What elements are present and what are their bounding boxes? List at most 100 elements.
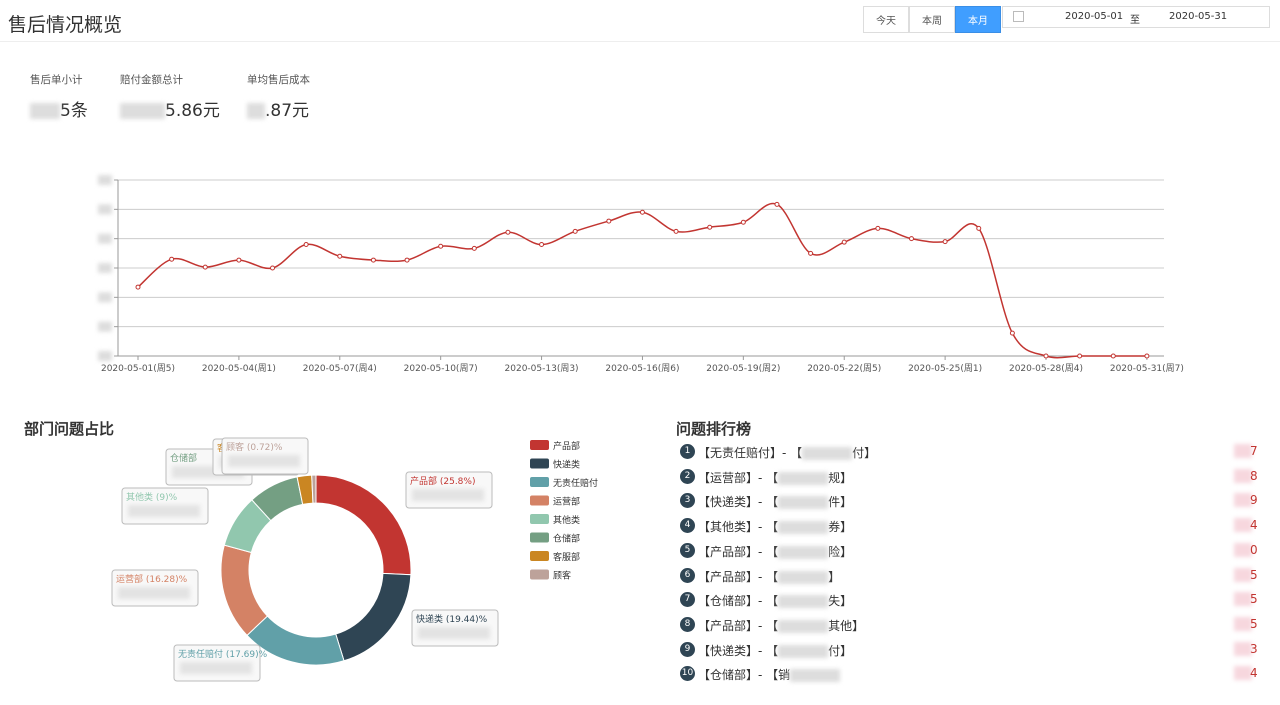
redaction [778,496,829,510]
rank-suffix: 券】 [828,520,853,535]
redacted-tick-label [98,321,112,332]
redaction [790,669,841,683]
rank-count-redaction [1234,616,1252,631]
rank-row: 【产品部】- 【 】 [698,568,840,585]
point [370,257,376,263]
stat-label: 赔付金额总计 [120,74,183,86]
rank-suffix: 失】 [828,594,853,609]
rank-row: 【仓储部】- 【 失】 [698,592,852,609]
point [270,265,276,271]
legend-swatch [530,458,549,469]
point [639,209,645,215]
redaction [778,471,829,485]
point [1144,353,1150,359]
rank-row: 【运营部】- 【 规】 [698,469,852,486]
point [471,245,477,251]
donut-slice [315,474,412,576]
redaction [412,489,484,501]
redaction [120,103,165,119]
rank-badge: 10 [680,666,695,682]
divider [0,41,1280,42]
redacted-tick-label [98,175,112,185]
redaction [30,103,60,119]
redaction [778,521,829,535]
redaction [778,570,829,584]
point [337,253,343,259]
rank-row: 【无责任赔付】- 【 付】 [698,444,876,461]
point [774,201,780,207]
redaction [118,587,190,599]
x-tick-label: 2020-05-01(周5) [101,363,175,374]
stat-label: 单均售后成本 [247,74,310,86]
redaction [180,662,252,674]
point [875,225,881,231]
point [505,229,511,235]
donut-slice [335,572,412,662]
point [438,243,444,249]
x-tick-label: 2020-05-04(周1) [202,363,276,374]
callout-label: 运营部 (16.28)% [116,573,188,585]
donut-title: 部门问题占比 [24,420,115,438]
redacted-tick-label [98,204,112,215]
rank-badge: 7 [680,592,695,608]
redaction [802,447,853,460]
callout-label: 产品部 (25.8%) [410,475,475,487]
rank-suffix: 付】 [852,446,877,460]
rank-badge: 6 [680,567,695,583]
point [1110,353,1116,359]
rank-prefix: 【快递类】- 【 [698,643,779,658]
rank-row: 【产品部】- 【 险】 [698,543,852,560]
x-tick-label: 2020-05-10(周7) [404,363,478,374]
rank-badge: 5 [680,542,695,558]
stat-value-tail: .87元 [265,101,310,121]
rank-badge: 3 [680,493,695,509]
period-button[interactable]: 本周 [909,6,955,33]
legend-swatch [530,495,549,506]
rank-count-redaction [1234,592,1252,607]
stat-label: 售后单小计 [30,74,83,86]
legend-label: 客服部 [553,551,580,563]
rank-count: 7 [1250,444,1258,458]
rank-prefix: 【产品部】- 【 [698,544,779,559]
period-button[interactable]: 今天 [863,6,909,33]
point [135,284,141,290]
x-tick-label: 2020-05-19(周2) [706,363,780,374]
date-to: 2020-05-31 [1169,11,1228,22]
period-button[interactable]: 本月 [955,6,1001,33]
rank-badge: 4 [680,518,695,534]
line [137,202,1147,359]
redacted-tick-label [98,292,112,303]
point [808,250,814,256]
date-range[interactable]: 2020-05-01 至 2020-05-31 [1002,6,1270,28]
legend-label: 顾客 [553,570,571,582]
rank-prefix: 【产品部】- 【 [698,569,779,584]
point [1043,353,1049,359]
point [169,256,175,262]
page-title: 售后情况概览 [8,14,123,36]
rank-prefix: 【仓储部】- 【 [698,594,779,609]
rank-suffix: 其他】 [828,618,865,633]
date-sep: 至 [1130,15,1140,26]
point [1077,353,1083,359]
rank-count-redaction [1234,493,1252,508]
legend-label: 其他类 [553,514,580,526]
callout-label: 顾客 (0.72)% [226,441,283,453]
rank-prefix: 【运营部】- 【 [698,470,779,485]
point [908,236,914,242]
point [202,264,208,270]
legend-label: 无责任赔付 [553,477,598,489]
redacted-tick-label [98,351,112,361]
point [1009,330,1015,336]
rank-row: 【快递类】- 【 付】 [698,642,852,659]
stat-value-tail: 5.86元 [165,101,220,121]
legend-swatch [530,514,549,524]
rank-count-redaction [1234,444,1252,458]
rank-badge: 9 [680,641,695,657]
x-tick-label: 2020-05-16(周6) [605,363,679,374]
legend-swatch [530,551,549,561]
rank-count: 5 [1250,567,1258,582]
stat-value-tail: 5条 [60,101,88,121]
callout-label: 无责任赔付 (17.69)% [178,648,268,660]
point [841,239,847,245]
